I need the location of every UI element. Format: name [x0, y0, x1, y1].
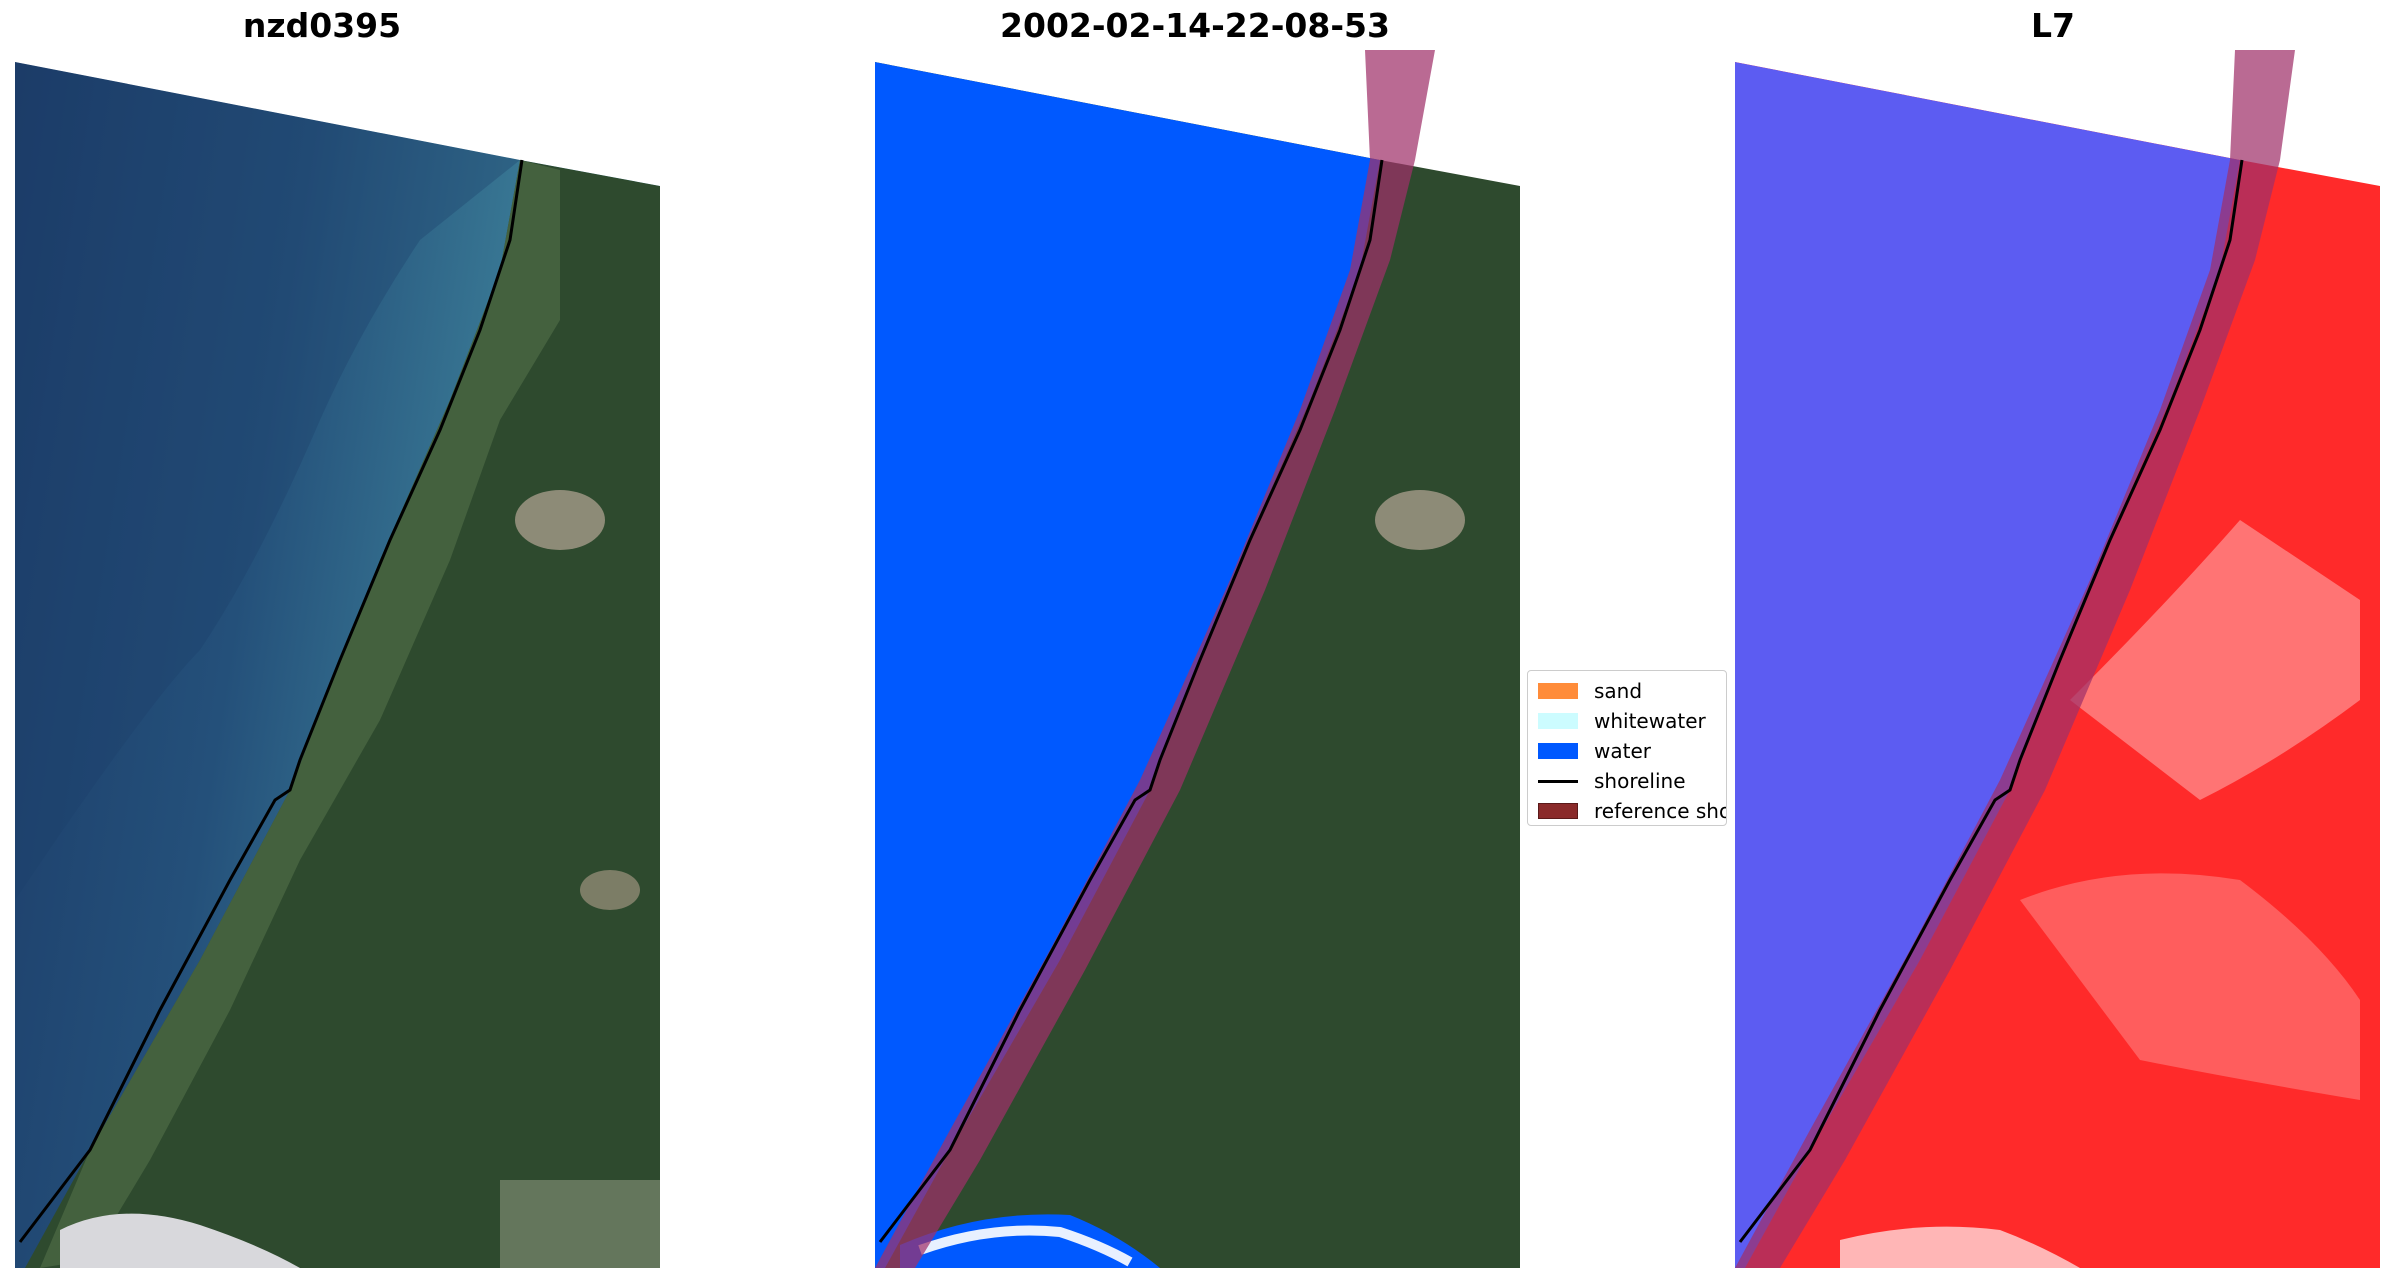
index-image-panel	[1720, 0, 2389, 1283]
sand-swatch	[1538, 683, 1578, 699]
legend-label: whitewater	[1594, 709, 1706, 733]
legend-item-water: water	[1538, 739, 1651, 763]
rgb-satellite-image	[15, 62, 660, 1268]
rgb-image-panel	[0, 0, 680, 1283]
legend-label: water	[1594, 739, 1651, 763]
water-swatch	[1538, 743, 1578, 759]
reference-shoreline-swatch	[1538, 803, 1578, 819]
whitewater-swatch	[1538, 713, 1578, 729]
panel-title-classified: 2002-02-14-22-08-53	[1000, 6, 1390, 45]
legend-item-reference-shoreline: reference shoreline	[1538, 799, 1726, 823]
legend-label: reference shoreline	[1594, 799, 1726, 823]
shoreline	[18, 159, 524, 1243]
legend-label: sand	[1594, 679, 1643, 703]
legend: sand whitewater water shoreline referenc…	[1527, 670, 1727, 826]
legend-item-whitewater: whitewater	[1538, 709, 1706, 733]
panel-title-rgb: nzd0395	[242, 6, 402, 45]
shoreline	[878, 159, 1384, 1243]
shoreline-line-swatch	[1538, 779, 1578, 783]
classified-image-panel	[860, 0, 1540, 1283]
panel-title-index: L7	[2031, 6, 2075, 45]
legend-item-shoreline: shoreline	[1538, 769, 1686, 793]
shoreline	[1738, 159, 2244, 1243]
legend-label: shoreline	[1594, 769, 1686, 793]
legend-item-sand: sand	[1538, 679, 1642, 703]
index-satellite-image	[1735, 50, 2380, 1268]
classified-satellite-image	[875, 50, 1520, 1268]
